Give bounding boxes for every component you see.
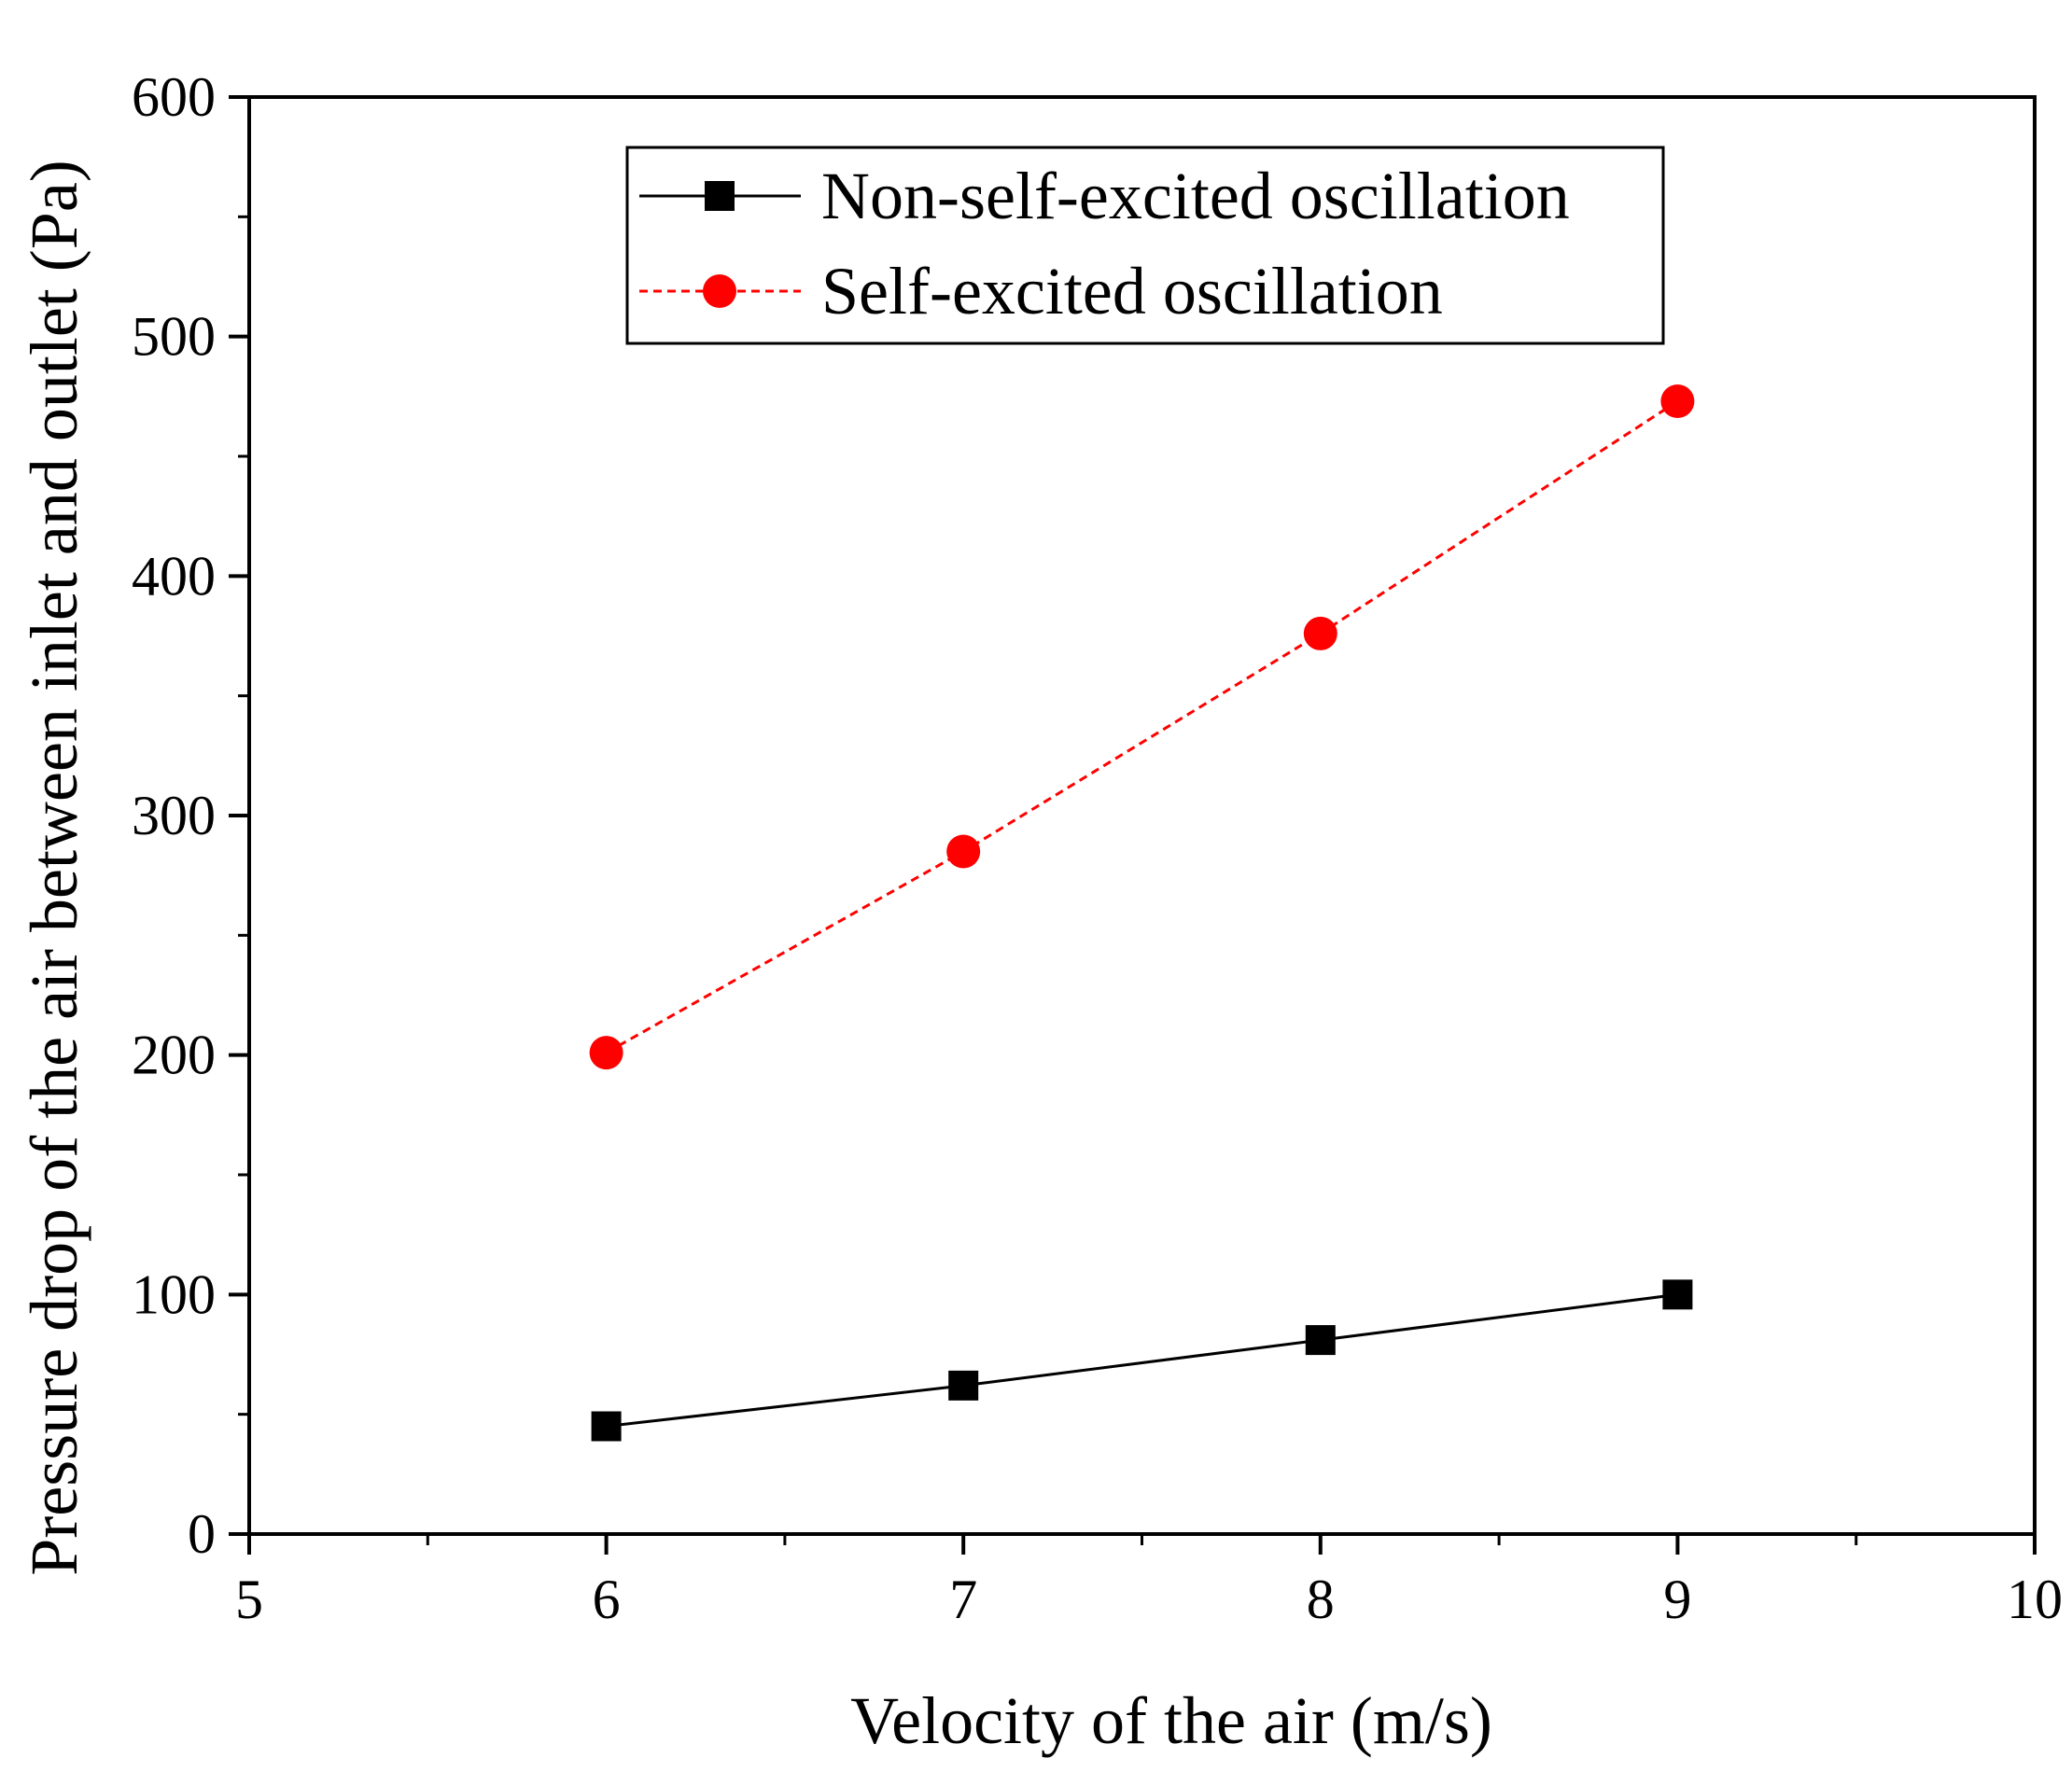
x-tick-label: 9 [1663, 1569, 1691, 1630]
data-point-self-excited [946, 834, 981, 869]
y-tick-label: 400 [132, 545, 216, 607]
legend-items: Non-self-excited oscillation Self-excited… [639, 159, 1570, 328]
data-point-non-self-excited [591, 1411, 622, 1442]
legend-box [625, 146, 1665, 345]
x-axis-label: Velocity of the air (m/s) [850, 1683, 1492, 1758]
legend-marker-self-excited [703, 274, 736, 308]
data-point-non-self-excited [1662, 1279, 1693, 1310]
x-tick-label: 10 [2007, 1569, 2063, 1630]
x-tick-label: 5 [235, 1569, 263, 1630]
data-point-non-self-excited [1305, 1325, 1336, 1356]
data-point-self-excited [1303, 616, 1337, 650]
legend-marker-non-self-excited [705, 181, 735, 211]
legend-label-non-self-excited: Non-self-excited oscillation [821, 159, 1570, 233]
data-point-self-excited [589, 1036, 623, 1070]
legend-label-self-excited: Self-excited oscillation [821, 254, 1443, 328]
y-tick-label: 100 [132, 1263, 216, 1325]
y-tick-label: 300 [132, 785, 216, 846]
x-tick-label: 6 [593, 1569, 621, 1630]
series-line-non-self-excited [606, 1292, 1678, 1428]
y-axis-label: Pressure drop of the air between inlet a… [17, 160, 91, 1576]
x-tick-label: 8 [1307, 1569, 1335, 1630]
y-tick-label: 600 [132, 66, 216, 128]
x-tick-label: 7 [949, 1569, 977, 1630]
series-line-self-excited [605, 399, 1679, 1054]
data-point-non-self-excited [948, 1370, 979, 1401]
legend: Non-self-excited oscillation Self-excited… [625, 146, 1665, 345]
y-tick-label: 0 [188, 1503, 216, 1565]
y-tick-label: 500 [132, 306, 216, 368]
plot-area [589, 384, 1695, 1442]
data-point-self-excited [1660, 384, 1695, 418]
y-tick-label: 200 [132, 1025, 216, 1086]
